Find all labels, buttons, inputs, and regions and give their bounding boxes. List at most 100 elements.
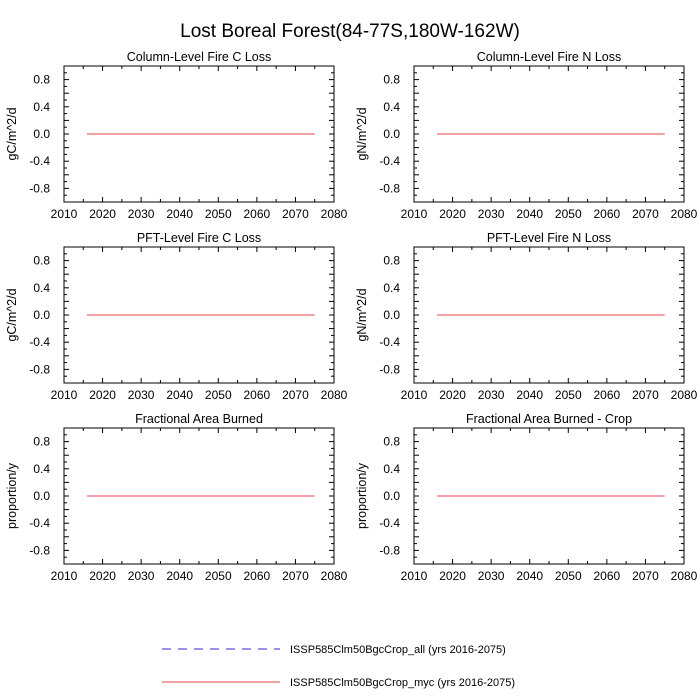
y-axis-label: gN/m^2/d (355, 107, 369, 160)
x-tick-label: 2060 (594, 569, 621, 583)
figure-title: Lost Boreal Forest(84-77S,180W-162W) (180, 21, 520, 42)
x-tick-label: 2020 (439, 388, 466, 402)
x-tick-label: 2060 (594, 388, 621, 402)
y-tick-label: -0.4 (379, 516, 400, 530)
x-tick-label: 2040 (516, 207, 543, 221)
y-tick-label: -0.4 (29, 516, 50, 530)
x-tick-label: 2060 (244, 207, 271, 221)
y-tick-label: 0.8 (383, 254, 400, 268)
y-tick-label: 0.8 (33, 254, 50, 268)
x-tick-label: 2010 (51, 207, 78, 221)
x-tick-label: 2020 (89, 207, 116, 221)
x-tick-label: 2050 (555, 207, 582, 221)
y-tick-label: -0.8 (379, 181, 400, 195)
x-tick-label: 2020 (439, 207, 466, 221)
y-tick-label: 0.4 (383, 462, 400, 476)
x-tick-label: 2010 (51, 388, 78, 402)
x-tick-label: 2050 (205, 569, 232, 583)
panel-title: Fractional Area Burned - Crop (466, 412, 632, 426)
x-tick-label: 2020 (89, 388, 116, 402)
x-tick-label: 2070 (282, 388, 309, 402)
y-tick-label: -0.4 (29, 154, 50, 168)
panel-title: PFT-Level Fire N Loss (487, 231, 611, 245)
legend: ISSP585Clm50BgcCrop_all (yrs 2016-2075) I… (162, 644, 515, 689)
chart-panel: Column-Level Fire C Loss gC/m^2/d 2010 2020… (5, 50, 348, 221)
y-tick-label: 0.4 (33, 462, 50, 476)
x-tick-label: 2030 (478, 388, 505, 402)
y-tick-label: -0.4 (29, 335, 50, 349)
y-tick-label: 0.0 (383, 489, 400, 503)
x-tick-label: 2060 (244, 569, 271, 583)
panel-title: Column-Level Fire C Loss (127, 50, 272, 64)
x-tick-label: 2020 (439, 569, 466, 583)
x-tick-label: 2020 (89, 569, 116, 583)
y-axis-label: gN/m^2/d (355, 288, 369, 341)
x-tick-label: 2010 (401, 388, 428, 402)
x-tick-label: 2070 (282, 207, 309, 221)
x-tick-label: 2070 (632, 569, 659, 583)
x-tick-label: 2040 (166, 207, 193, 221)
x-tick-label: 2080 (321, 207, 348, 221)
x-tick-label: 2030 (128, 207, 155, 221)
y-tick-label: 0.4 (33, 281, 50, 295)
x-tick-label: 2030 (128, 569, 155, 583)
x-tick-label: 2080 (671, 388, 698, 402)
y-tick-label: 0.8 (33, 73, 50, 87)
x-tick-label: 2010 (401, 207, 428, 221)
panels-group: Column-Level Fire C Loss gC/m^2/d 2010 2020… (5, 50, 698, 583)
chart-panel: PFT-Level Fire N Loss gN/m^2/d 2010 2020 203… (355, 231, 698, 402)
y-tick-label: -0.8 (29, 181, 50, 195)
y-tick-label: 0.8 (383, 435, 400, 449)
y-tick-label: -0.8 (29, 543, 50, 557)
x-tick-label: 2050 (555, 569, 582, 583)
x-tick-label: 2030 (478, 569, 505, 583)
x-tick-label: 2080 (321, 569, 348, 583)
x-tick-label: 2080 (321, 388, 348, 402)
x-tick-label: 2030 (128, 388, 155, 402)
y-tick-label: 0.8 (33, 435, 50, 449)
x-tick-label: 2040 (166, 388, 193, 402)
x-tick-label: 2060 (594, 207, 621, 221)
x-tick-label: 2070 (282, 569, 309, 583)
y-tick-label: 0.0 (383, 127, 400, 141)
y-tick-label: 0.4 (383, 281, 400, 295)
x-tick-label: 2080 (671, 569, 698, 583)
chart-panel: Fractional Area Burned proportion/y 2010 20… (5, 412, 348, 583)
y-tick-label: 0.8 (383, 73, 400, 87)
y-tick-label: 0.0 (33, 127, 50, 141)
chart-panel: Fractional Area Burned - Crop proportion/… (355, 412, 698, 583)
y-tick-label: 0.0 (33, 308, 50, 322)
y-tick-label: 0.0 (33, 489, 50, 503)
x-tick-label: 2070 (632, 388, 659, 402)
x-tick-label: 2030 (478, 207, 505, 221)
panel-title: Fractional Area Burned (135, 412, 263, 426)
x-tick-label: 2050 (205, 388, 232, 402)
y-tick-label: -0.8 (379, 362, 400, 376)
x-tick-label: 2040 (166, 569, 193, 583)
x-tick-label: 2070 (632, 207, 659, 221)
panel-title: Column-Level Fire N Loss (477, 50, 622, 64)
chart-panel: PFT-Level Fire C Loss gC/m^2/d 2010 2020 203… (5, 231, 348, 402)
y-tick-label: -0.4 (379, 335, 400, 349)
y-tick-label: 0.0 (383, 308, 400, 322)
y-tick-label: -0.8 (29, 362, 50, 376)
y-tick-label: -0.8 (379, 543, 400, 557)
x-tick-label: 2050 (555, 388, 582, 402)
x-tick-label: 2080 (671, 207, 698, 221)
y-tick-label: 0.4 (33, 100, 50, 114)
x-tick-label: 2010 (401, 569, 428, 583)
legend-label: ISSP585Clm50BgcCrop_myc (yrs 2016-2075) (290, 677, 515, 689)
y-axis-label: gC/m^2/d (5, 107, 19, 160)
y-axis-label: proportion/y (5, 462, 19, 529)
panel-title: PFT-Level Fire C Loss (137, 231, 261, 245)
x-tick-label: 2060 (244, 388, 271, 402)
x-tick-label: 2040 (516, 388, 543, 402)
legend-label: ISSP585Clm50BgcCrop_all (yrs 2016-2075) (290, 644, 506, 656)
x-tick-label: 2050 (205, 207, 232, 221)
y-tick-label: -0.4 (379, 154, 400, 168)
x-tick-label: 2040 (516, 569, 543, 583)
y-axis-label: gC/m^2/d (5, 288, 19, 341)
y-tick-label: 0.4 (383, 100, 400, 114)
chart-panel: Column-Level Fire N Loss gN/m^2/d 2010 2020… (355, 50, 698, 221)
